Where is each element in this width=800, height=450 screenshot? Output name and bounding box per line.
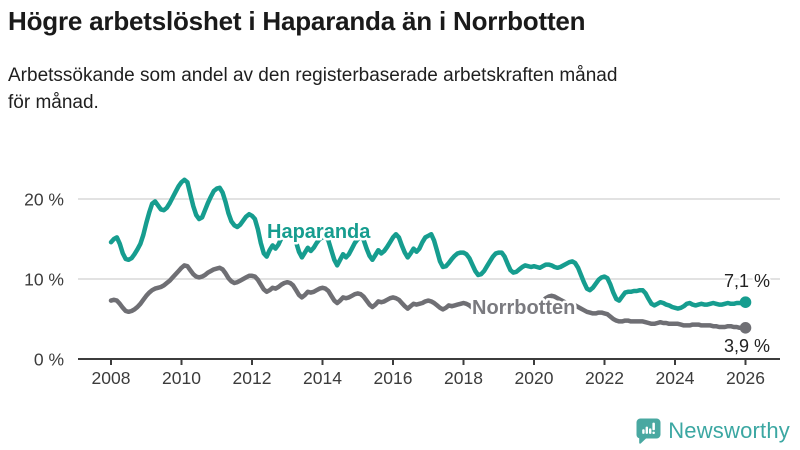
x-tick-label: 2008 <box>92 368 131 388</box>
norrbotten-line-label: Norrbotten <box>472 297 575 319</box>
chart-subtitle-line2: för månad. <box>8 92 99 113</box>
x-tick-label: 2020 <box>515 368 554 388</box>
norrbotten-end-value-label: 3,9 % <box>724 336 770 356</box>
x-tick-label: 2014 <box>303 368 342 388</box>
x-tick-label: 2010 <box>162 368 201 388</box>
x-tick-label: 2024 <box>656 368 695 388</box>
chart-subtitle: Arbetssökande som andel av den registerb… <box>8 62 792 116</box>
y-tick-label: 0 % <box>34 350 64 370</box>
series-line-norrbotten <box>108 263 748 331</box>
y-tick-label: 20 % <box>24 190 64 210</box>
chart-gridlines <box>78 198 780 280</box>
x-tick-label: 2018 <box>444 368 483 388</box>
y-tick-label: 10 % <box>24 270 64 290</box>
chart-subtitle-line1: Arbetssökande som andel av den registerb… <box>8 65 618 86</box>
newsworthy-wordmark: Newsworthy <box>668 418 790 443</box>
series-end-dot-norrbotten <box>739 322 752 334</box>
newsworthy-logo-icon <box>636 418 661 444</box>
series-line-haparanda <box>108 177 748 311</box>
chart-series <box>108 177 752 334</box>
x-tick-label: 2016 <box>374 368 413 388</box>
newsworthy-logo[interactable]: Newsworthy <box>636 418 790 444</box>
page-title: Högre arbetslöshet i Haparanda än i Norr… <box>8 6 586 36</box>
haparanda-line-label: Haparanda <box>267 221 371 243</box>
x-tick-label: 2022 <box>585 368 624 388</box>
x-tick-label: 2012 <box>233 368 272 388</box>
chart-axes: 0 % 10 % 20 % 2008 2010 2012 2014 2016 2018 2020 2… <box>24 190 780 388</box>
chart-header: Högre arbetslöshet i Haparanda än i Norr… <box>8 6 792 116</box>
haparanda-end-value-label: 7,1 % <box>724 271 770 291</box>
x-tick-label: 2026 <box>726 368 765 388</box>
series-end-dot-haparanda <box>739 296 752 309</box>
